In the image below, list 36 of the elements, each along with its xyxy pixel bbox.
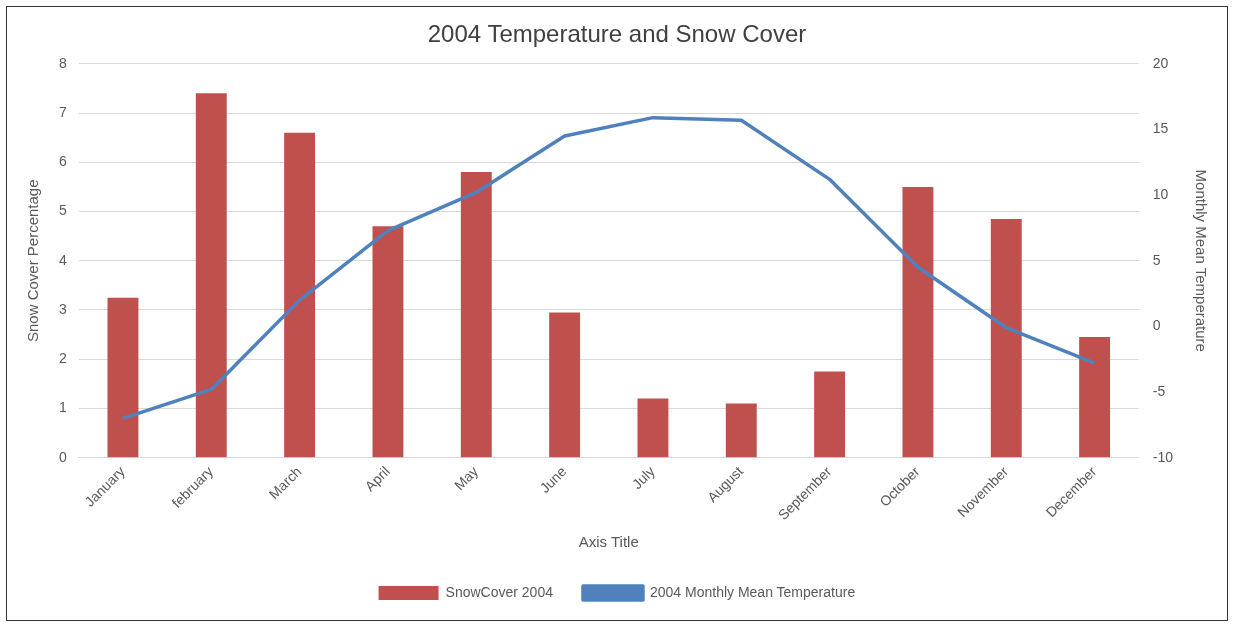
x-tick-label: May [451, 463, 482, 494]
y2-tick-label: 0 [1152, 317, 1161, 334]
y-tick-label: 0 [58, 448, 67, 465]
bar [460, 172, 492, 458]
bar [549, 312, 581, 458]
y2-axis-title: Monthly Mean Temperature [1192, 169, 1210, 352]
bar [637, 398, 669, 458]
y2-tick-label: 10 [1152, 185, 1169, 202]
y-axis-title: Snow Cover Percentage [24, 179, 42, 343]
y-tick-label: 8 [58, 54, 67, 71]
y-tick-label: 4 [58, 251, 67, 268]
legend-label: 2004 Monthly Mean Temperature [649, 583, 856, 600]
bar [990, 218, 1022, 458]
y2-tick-label: 20 [1152, 54, 1169, 71]
bar [107, 297, 139, 458]
y2-tick-label: 15 [1152, 120, 1169, 137]
bar [814, 371, 846, 458]
y-tick-label: 6 [58, 153, 67, 170]
x-axis-title: Axis Title [578, 533, 639, 551]
x-tick-label: July [628, 463, 658, 493]
y-tick-label: 2 [58, 350, 67, 367]
bar [372, 226, 404, 458]
bar [1079, 337, 1111, 458]
legend-label: SnowCover 2004 [445, 583, 554, 600]
bar [284, 132, 316, 458]
chart-title: 2004 Temperature and Snow Cover [427, 20, 807, 48]
y2-tick-label: -10 [1152, 448, 1174, 465]
y2-tick-label: 5 [1152, 251, 1161, 268]
y2-tick-label: -5 [1152, 382, 1166, 399]
bar [902, 186, 934, 458]
bar [195, 93, 227, 458]
bar [725, 403, 757, 458]
y-tick-label: 3 [58, 300, 67, 317]
y-tick-label: 7 [58, 103, 67, 120]
y-tick-label: 1 [58, 399, 67, 416]
y-tick-label: 5 [58, 202, 67, 219]
